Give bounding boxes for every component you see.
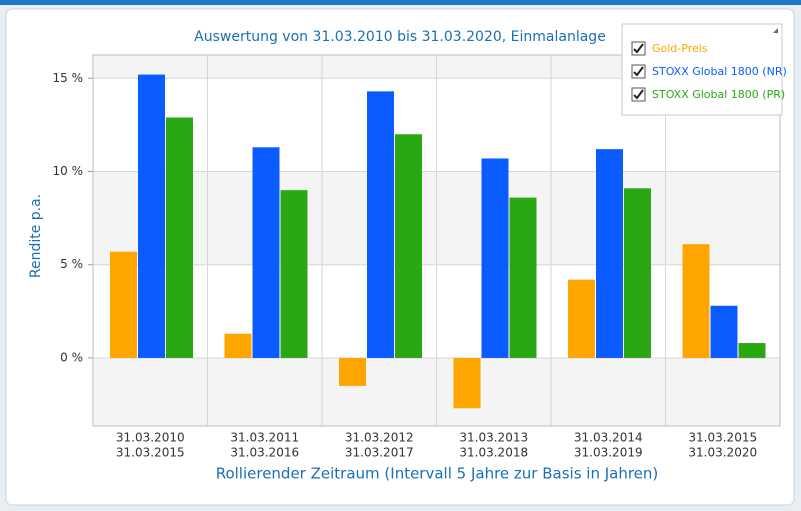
checkmark (633, 43, 644, 54)
bar (453, 357, 481, 409)
checkmark (633, 89, 644, 100)
bar (509, 197, 537, 358)
chart-title: Auswertung von 31.03.2010 bis 31.03.2020… (194, 29, 606, 45)
x-tick-label: 31.03.2015 (688, 431, 757, 445)
bar (339, 357, 366, 386)
legend-label: STOXX Global 1800 (PR) (652, 88, 785, 101)
legend-item[interactable]: STOXX Global 1800 (PR) (631, 87, 785, 102)
x-tick-label: 31.03.2015 (116, 446, 185, 460)
bar (252, 147, 280, 358)
bar (166, 117, 193, 358)
y-tick-label: 5 % (60, 257, 83, 271)
x-axis-label: Rollierender Zeitraum (Intervall 5 Jahre… (216, 465, 659, 483)
legend: Gold-Preis STOXX Global 1800 (NR) STOXX Gl… (621, 23, 787, 116)
plot-border (92, 54, 781, 427)
legend-collapse[interactable] (773, 28, 778, 33)
top-bar (0, 0, 801, 5)
bar (710, 305, 738, 358)
x-tick-label: 31.03.2011 (230, 431, 299, 445)
y-tick-label: 0 % (60, 350, 83, 364)
x-tick-label: 31.03.2020 (688, 446, 757, 460)
bar (481, 158, 509, 358)
bar (110, 251, 137, 358)
x-tick-label: 31.03.2010 (116, 431, 185, 445)
bar (224, 333, 252, 358)
plot: 0 %5 %10 %15 %31.03.201031.03.201531.03.… (53, 54, 781, 460)
bar (596, 149, 623, 358)
x-tick-label: 31.03.2018 (459, 446, 528, 460)
x-tick-label: 31.03.2013 (459, 431, 528, 445)
x-tick-label: 31.03.2019 (574, 446, 643, 460)
x-tick-label: 31.03.2012 (345, 431, 414, 445)
bar (280, 190, 308, 358)
legend-label: STOXX Global 1800 (NR) (652, 65, 787, 78)
y-axis-label: Rendite p.a. (28, 194, 44, 278)
bar (367, 91, 394, 358)
legend-item[interactable]: Gold-Preis (631, 41, 708, 56)
bar (568, 279, 595, 358)
y-tick-label: 10 % (53, 164, 84, 178)
bar (738, 343, 766, 358)
bar (682, 244, 710, 358)
bar (138, 74, 165, 358)
bar (395, 134, 422, 358)
legend-label: Gold-Preis (652, 42, 708, 55)
x-tick-label: 31.03.2017 (345, 446, 414, 460)
x-tick-label: 31.03.2016 (230, 446, 299, 460)
x-tick-label: 31.03.2014 (574, 431, 643, 445)
bar (624, 188, 651, 358)
checkmark (633, 66, 644, 77)
y-tick-label: 15 % (53, 71, 84, 85)
legend-box (621, 23, 783, 116)
legend-item[interactable]: STOXX Global 1800 (NR) (631, 64, 787, 79)
